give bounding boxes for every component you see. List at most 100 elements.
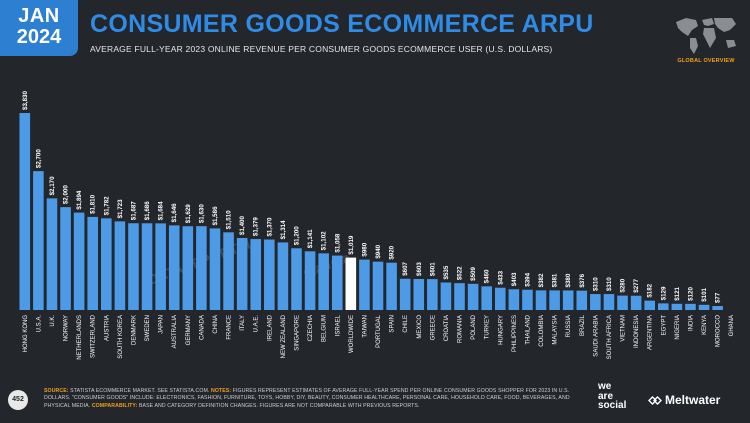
bar-mexico (413, 278, 425, 310)
value-label-croatia: $535 (443, 265, 450, 279)
value-label-netherlands: $1,894 (76, 190, 83, 209)
world-map-icon (676, 18, 736, 54)
value-label-greece: $601 (429, 262, 436, 276)
category-label-thailand: THAILAND (525, 314, 531, 344)
bar-india (685, 303, 696, 310)
value-label-taiwan: $980 (361, 242, 368, 256)
value-label-malaysia: $381 (552, 273, 559, 287)
bar-south-korea (114, 221, 126, 310)
bar-south-africa (603, 294, 615, 310)
value-label-turkey: $460 (484, 269, 491, 283)
value-label-argentina: $182 (647, 283, 654, 297)
category-label-turkey: TURKEY (485, 315, 491, 339)
bar-italy (236, 237, 248, 310)
value-label-nigeria: $121 (674, 286, 681, 300)
value-label-u-k: $2,170 (49, 176, 56, 195)
comparability-label: COMPARABILITY: (91, 402, 138, 409)
bar-russia (562, 290, 574, 310)
footnote: SOURCE: STATISTA ECOMMERCE MARKET. SEE S… (44, 388, 574, 410)
category-label-vietnam: VIETNAM (621, 315, 627, 342)
bar-ireland (264, 239, 275, 310)
value-label-austria: $1,782 (103, 196, 110, 215)
category-label-hong-kong: HONG KONG (23, 315, 29, 353)
bar-colombia (535, 290, 547, 310)
bar-poland (467, 283, 479, 310)
bar-china (209, 228, 221, 310)
value-label-belgium: $1,102 (321, 231, 328, 250)
category-label-taiwan: TAIWAN (362, 315, 368, 338)
bar-germany (182, 226, 194, 310)
value-label-poland: $509 (470, 266, 477, 280)
category-label-portugal: PORTUGAL (376, 314, 382, 348)
category-label-ghana: GHANA (729, 315, 735, 336)
value-label-israel: $1,058 (334, 233, 341, 252)
value-label-australia: $1,646 (171, 203, 178, 222)
category-label-croatia: CROATIA (444, 315, 450, 341)
bar-belgium (318, 253, 329, 310)
map-label: GLOBAL OVERVIEW (677, 58, 735, 64)
meltwater-logo: Meltwater (648, 393, 720, 407)
category-label-canada: CANADA (199, 315, 205, 340)
bar-u-s-a (33, 171, 44, 310)
bar-singapore (291, 248, 302, 310)
value-label-portugal: $940 (375, 244, 382, 258)
bar-romania (454, 283, 465, 310)
value-label-hungary: $433 (497, 270, 504, 284)
category-label-brazil: BRAZIL (580, 314, 586, 336)
category-label-czechia: CZECHIA (308, 315, 314, 341)
notes-text: FIGURES REPRESENT ESTIMATES OF AVERAGE F… (44, 388, 570, 409)
value-label-morocco: $77 (715, 292, 722, 303)
bar-denmark (128, 223, 139, 310)
value-label-kenya: $101 (701, 287, 708, 301)
bar-greece (427, 279, 438, 310)
bar-france (223, 232, 234, 310)
category-label-singapore: SINGAPORE (294, 315, 300, 351)
bar-sweden (141, 223, 153, 310)
bar-vietnam (617, 295, 628, 310)
value-label-romania: $522 (457, 266, 464, 280)
category-label-china: CHINA (213, 315, 219, 334)
value-label-switzerland: $1,810 (90, 194, 97, 213)
category-label-hungary: HUNGARY (498, 315, 504, 345)
source-text: STATISTA ECOMMERCE MARKET. SEE STATISTA.… (70, 388, 210, 394)
value-label-canada: $1,630 (198, 204, 205, 223)
value-label-south-africa: $310 (606, 277, 613, 291)
value-label-vietnam: $280 (620, 278, 627, 292)
category-label-italy: ITALY (240, 315, 246, 331)
category-label-south-korea: SOUTH KOREA (118, 315, 124, 359)
logo-line-we: we (598, 381, 612, 392)
bar-argentina (644, 300, 655, 310)
category-label-morocco: MOROCCO (716, 315, 722, 347)
category-label-colombia: COLOMBIA (539, 315, 545, 347)
value-label-u-s-a: $2,700 (35, 149, 42, 168)
notes-label: NOTES: (211, 388, 232, 394)
value-label-south-korea: $1,723 (117, 199, 124, 218)
bar-indonesia (630, 295, 642, 310)
category-label-saudi-arabia: SAUDI ARABIA (593, 315, 599, 357)
logo-line-are: are (598, 390, 614, 402)
meltwater-label: Meltwater (665, 393, 721, 407)
bar-new-zealand (277, 242, 289, 310)
value-label-denmark: $1,687 (130, 201, 137, 220)
category-label-kenya: KENYA (702, 315, 708, 335)
category-label-u-s-a: U.S.A. (36, 315, 42, 333)
value-label-indonesia: $277 (633, 278, 640, 292)
category-label-nigeria: NIGERIA (675, 315, 681, 340)
bar-thailand (522, 289, 533, 310)
bar-malaysia (549, 290, 560, 310)
value-label-japan: $1,684 (158, 201, 165, 220)
bar-switzerland (87, 216, 99, 310)
bar-norway (60, 207, 71, 310)
comparability-text: BASE AND CATEGORY DEFINITION CHANGES. FI… (138, 402, 420, 409)
value-label-new-zealand: $1,314 (280, 220, 287, 239)
category-label-spain: SPAIN (390, 315, 396, 333)
category-label-new-zealand: NEW ZEALAND (281, 314, 287, 358)
bar-saudi-arabia (590, 294, 601, 310)
value-label-czechia: $1,141 (307, 229, 314, 248)
category-label-egypt: EGYPT (661, 315, 667, 336)
chart-subtitle: AVERAGE FULL-YEAR 2023 ONLINE REVENUE PE… (90, 44, 553, 54)
value-label-norway: $2,000 (63, 185, 70, 204)
category-label-poland: POLAND (471, 314, 477, 339)
